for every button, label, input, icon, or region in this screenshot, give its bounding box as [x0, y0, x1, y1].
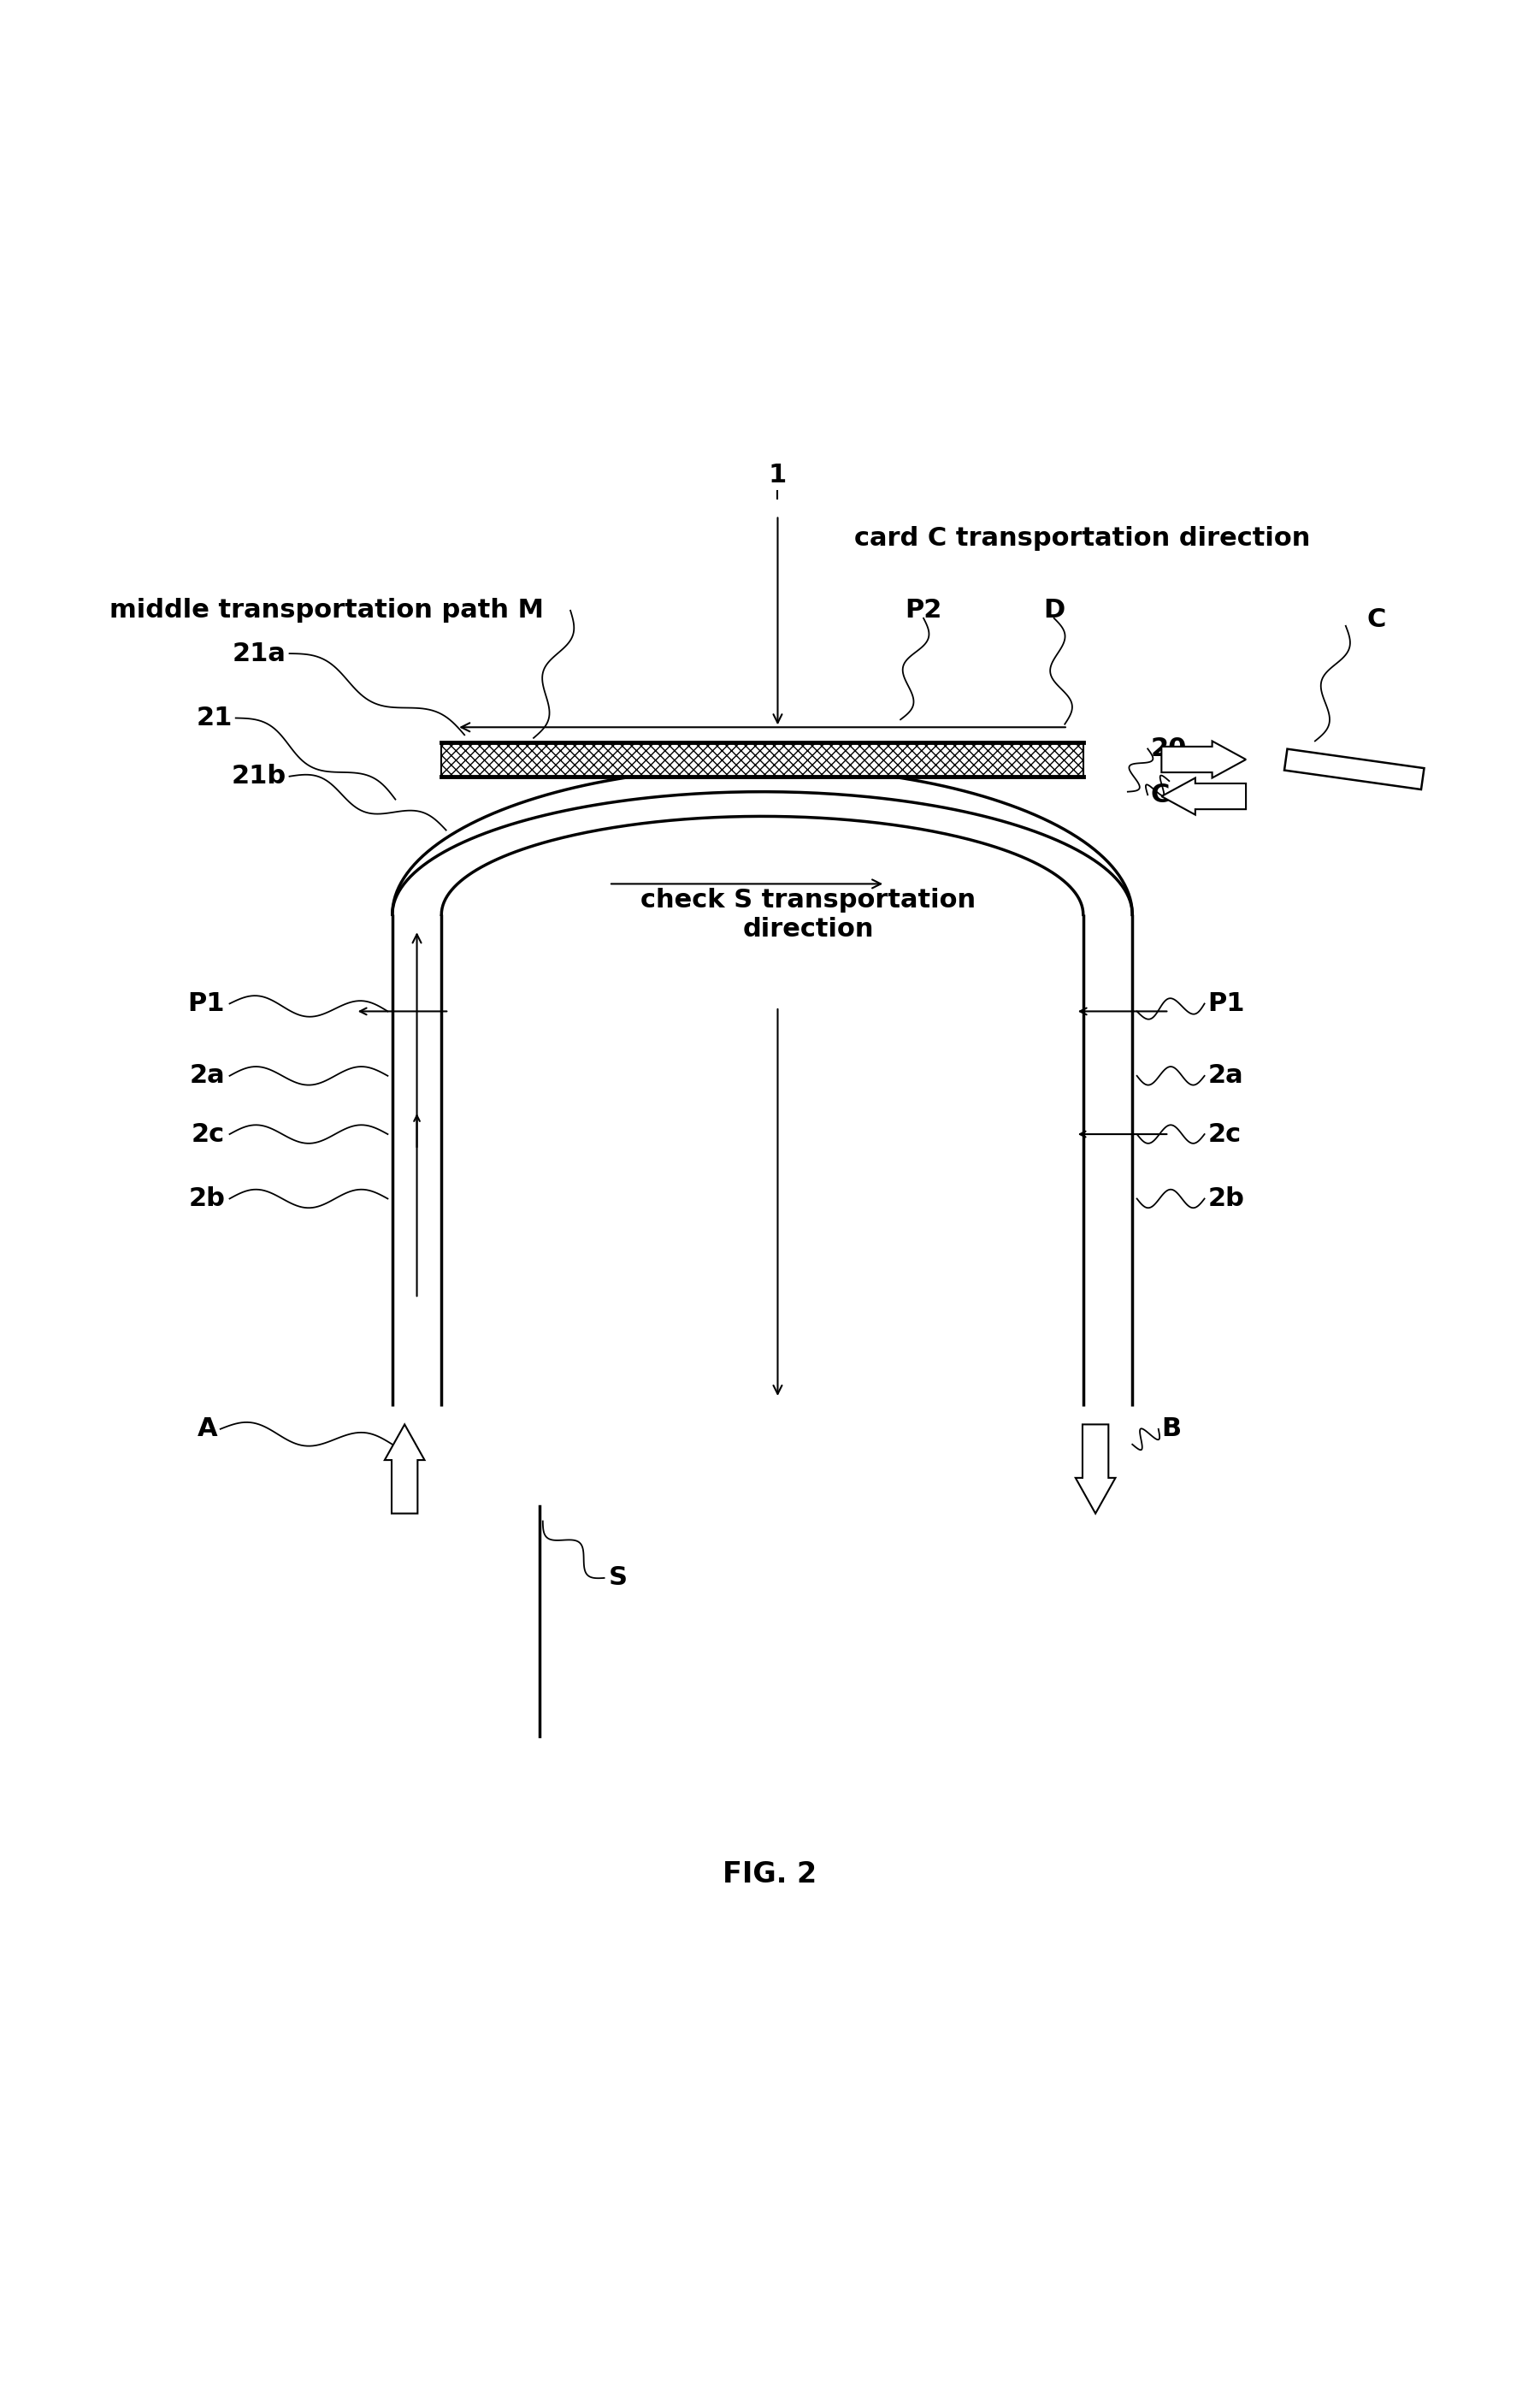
Text: 2c: 2c [191, 1122, 225, 1146]
Text: 21b: 21b [231, 765, 286, 788]
Text: C: C [1150, 781, 1170, 807]
Bar [1284, 748, 1424, 788]
Text: B: B [1161, 1417, 1181, 1441]
Text: 20: 20 [1150, 736, 1187, 762]
Text: check S transportation
direction: check S transportation direction [641, 888, 976, 941]
Text: card C transportation direction: card C transportation direction [855, 526, 1311, 550]
Text: C: C [1368, 607, 1386, 631]
Text: 2a: 2a [1207, 1062, 1243, 1089]
Text: 21a: 21a [233, 641, 286, 667]
Polygon shape [385, 1424, 425, 1513]
Text: 2c: 2c [1207, 1122, 1241, 1146]
Text: A: A [197, 1417, 217, 1441]
Polygon shape [1161, 779, 1246, 815]
Text: 2b: 2b [188, 1186, 225, 1210]
Text: P2: P2 [906, 598, 942, 624]
Text: D: D [1043, 598, 1064, 624]
Text: 21: 21 [197, 705, 233, 731]
Text: FIG. 2: FIG. 2 [722, 1860, 818, 1889]
Polygon shape [1075, 1424, 1115, 1513]
Text: S: S [608, 1565, 628, 1591]
Text: 2b: 2b [1207, 1186, 1244, 1210]
Polygon shape [1161, 741, 1246, 779]
Text: 2a: 2a [189, 1062, 225, 1089]
Bar [442, 743, 1083, 777]
Text: P1: P1 [188, 991, 225, 1017]
Text: P1: P1 [1207, 991, 1244, 1017]
Text: middle transportation path M: middle transportation path M [109, 598, 544, 624]
Text: 1: 1 [768, 462, 787, 488]
